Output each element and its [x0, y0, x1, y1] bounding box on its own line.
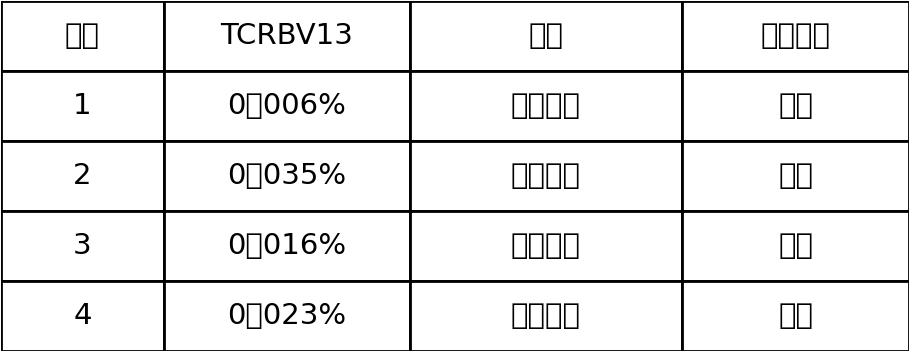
- Bar: [682, 1, 909, 71]
- Text: 4: 4: [73, 302, 92, 330]
- Bar: [682, 211, 909, 281]
- Text: 预判无效: 预判无效: [511, 302, 581, 330]
- Text: 预判无效: 预判无效: [511, 232, 581, 260]
- Bar: [410, 1, 682, 71]
- Text: 预判无效: 预判无效: [511, 92, 581, 120]
- Bar: [164, 71, 410, 141]
- Bar: [164, 141, 410, 211]
- Bar: [164, 281, 410, 351]
- Bar: [1, 211, 164, 281]
- Text: 无效: 无效: [778, 232, 814, 260]
- Bar: [164, 211, 410, 281]
- Bar: [164, 1, 410, 71]
- Text: 无效: 无效: [778, 92, 814, 120]
- Text: 无效: 无效: [778, 302, 814, 330]
- Bar: [1, 71, 164, 141]
- Text: 0．035%: 0．035%: [228, 162, 347, 190]
- Text: 2: 2: [73, 162, 92, 190]
- Text: 分组: 分组: [529, 22, 563, 50]
- Bar: [1, 281, 164, 351]
- Bar: [682, 141, 909, 211]
- Bar: [1, 1, 164, 71]
- Bar: [410, 211, 682, 281]
- Text: 1: 1: [73, 92, 92, 120]
- Bar: [410, 281, 682, 351]
- Bar: [410, 141, 682, 211]
- Text: 无效: 无效: [778, 162, 814, 190]
- Bar: [410, 71, 682, 141]
- Text: 编号: 编号: [65, 22, 100, 50]
- Text: 预判无效: 预判无效: [511, 162, 581, 190]
- Text: 0．006%: 0．006%: [228, 92, 347, 120]
- Text: 0．023%: 0．023%: [228, 302, 347, 330]
- Bar: [1, 141, 164, 211]
- Text: 治疗结果: 治疗结果: [761, 22, 831, 50]
- Bar: [682, 71, 909, 141]
- Text: 3: 3: [73, 232, 92, 260]
- Bar: [682, 281, 909, 351]
- Text: 0．016%: 0．016%: [228, 232, 347, 260]
- Text: TCRBV13: TCRBV13: [220, 22, 353, 50]
